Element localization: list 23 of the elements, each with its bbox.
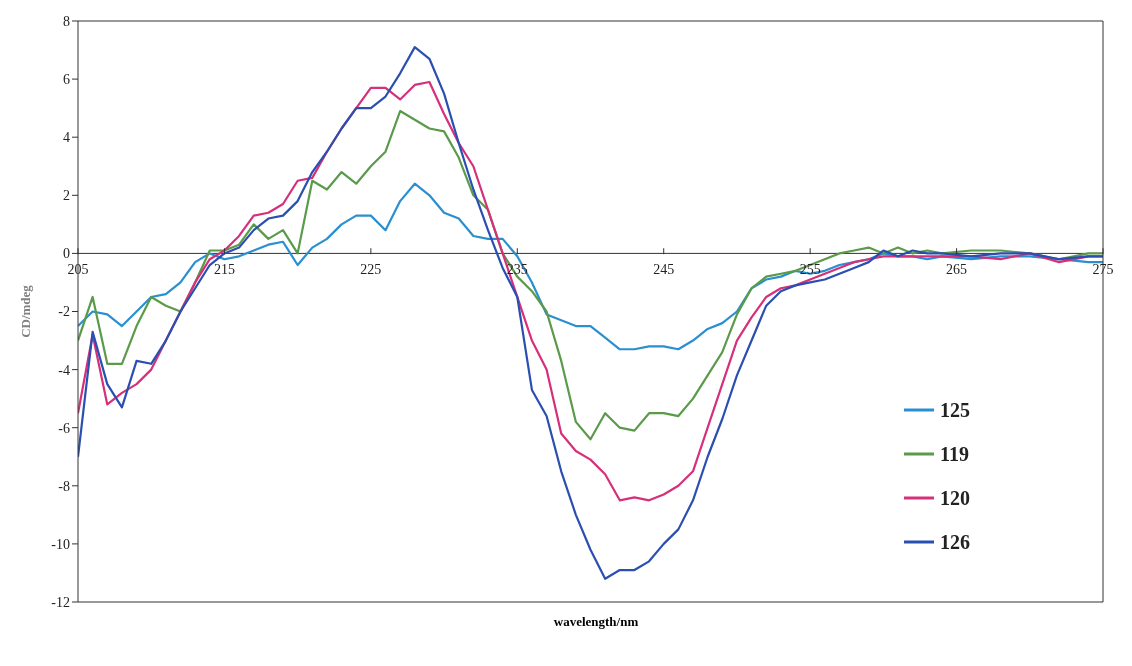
y-tick-label: -6 xyxy=(58,420,70,436)
x-tick-label: 215 xyxy=(213,262,235,278)
legend-label: 125 xyxy=(940,398,970,422)
x-tick-label: 225 xyxy=(360,262,382,278)
x-tick-label: 275 xyxy=(1092,262,1114,278)
y-tick-label: -4 xyxy=(58,362,70,378)
y-tick-label: 4 xyxy=(63,130,70,146)
y-tick-label: -12 xyxy=(51,594,70,610)
y-tick-label: -10 xyxy=(51,536,70,552)
y-tick-label: -2 xyxy=(58,304,70,320)
legend-label: 120 xyxy=(940,486,970,510)
y-tick-label: 2 xyxy=(63,188,70,204)
legend-label: 119 xyxy=(940,442,969,466)
x-axis-title: wavelength/nm xyxy=(552,614,640,630)
x-tick-label: 245 xyxy=(653,262,675,278)
y-tick-label: 6 xyxy=(63,72,70,88)
y-tick-label: 8 xyxy=(63,13,70,29)
x-tick-label: 205 xyxy=(67,262,89,278)
x-tick-label: 265 xyxy=(946,262,968,278)
y-tick-label: 0 xyxy=(63,246,70,262)
legend-label: 126 xyxy=(940,530,970,554)
y-axis-title: CD/mdeg xyxy=(17,284,33,338)
y-tick-label: -8 xyxy=(58,478,70,494)
